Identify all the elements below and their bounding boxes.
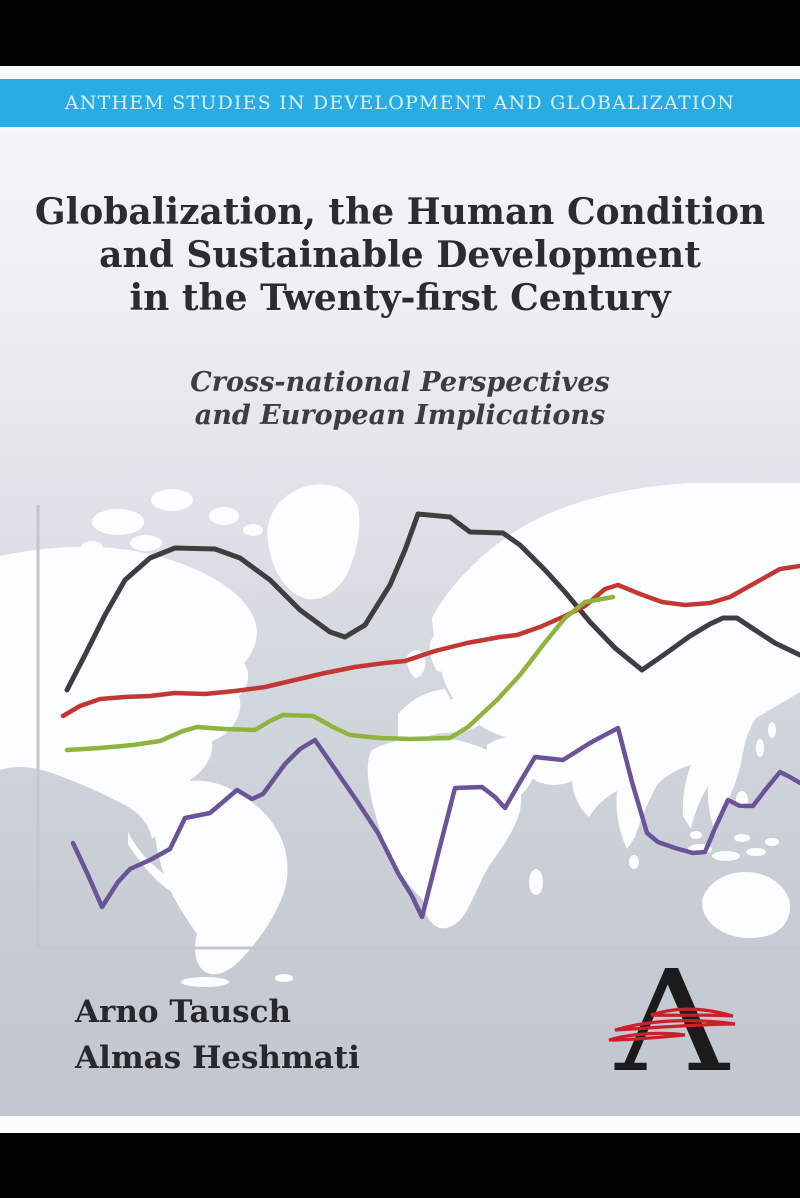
bottom-black-bar [0,1133,800,1198]
bottom-white-strip [0,1116,800,1133]
chart-axis [36,505,800,950]
japan-shape [756,739,764,757]
top-black-bar [0,0,800,66]
line-series-red [60,563,800,719]
sri-lanka-shape [629,855,639,869]
greenland-shape [267,484,360,600]
madagascar-shape [529,869,543,895]
australia-shape [702,872,791,939]
logo-lambda-glyph: Λ [614,958,730,1080]
anthem-press-logo-icon: Λ [608,958,736,1080]
subtitle-line-2: and European Implications [194,400,606,431]
line-series-purple [70,725,800,920]
north-america-shape [0,546,257,839]
author-2: Almas Heshmati [75,1040,360,1076]
mid-white-strip [0,127,800,133]
title-line-3: in the Twenty-first Century [129,277,671,319]
world-map-chart [0,483,800,987]
title-line-1: Globalization, the Human Condition [34,191,766,233]
author-names: Arno Tausch Almas Heshmati [75,989,360,1081]
title-line-2: and Sustainable Development [99,234,701,276]
series-band: ANTHEM STUDIES IN DEVELOPMENT AND GLOBAL… [0,79,800,127]
top-white-strip [0,66,800,79]
logo-red-swooshes [608,1007,736,1042]
book-title: Globalization, the Human Condition and S… [0,191,800,320]
line-series-green [64,594,616,753]
book-subtitle: Cross-national Perspectives and European… [0,366,800,432]
asia-shape [432,483,800,849]
subtitle-line-1: Cross-national Perspectives [190,367,610,398]
series-band-label: ANTHEM STUDIES IN DEVELOPMENT AND GLOBAL… [64,92,736,114]
south-america-shape [151,780,288,975]
line-series-dark-gray [64,511,800,693]
author-1: Arno Tausch [75,994,291,1030]
cover-body: Globalization, the Human Condition and S… [0,133,800,1116]
